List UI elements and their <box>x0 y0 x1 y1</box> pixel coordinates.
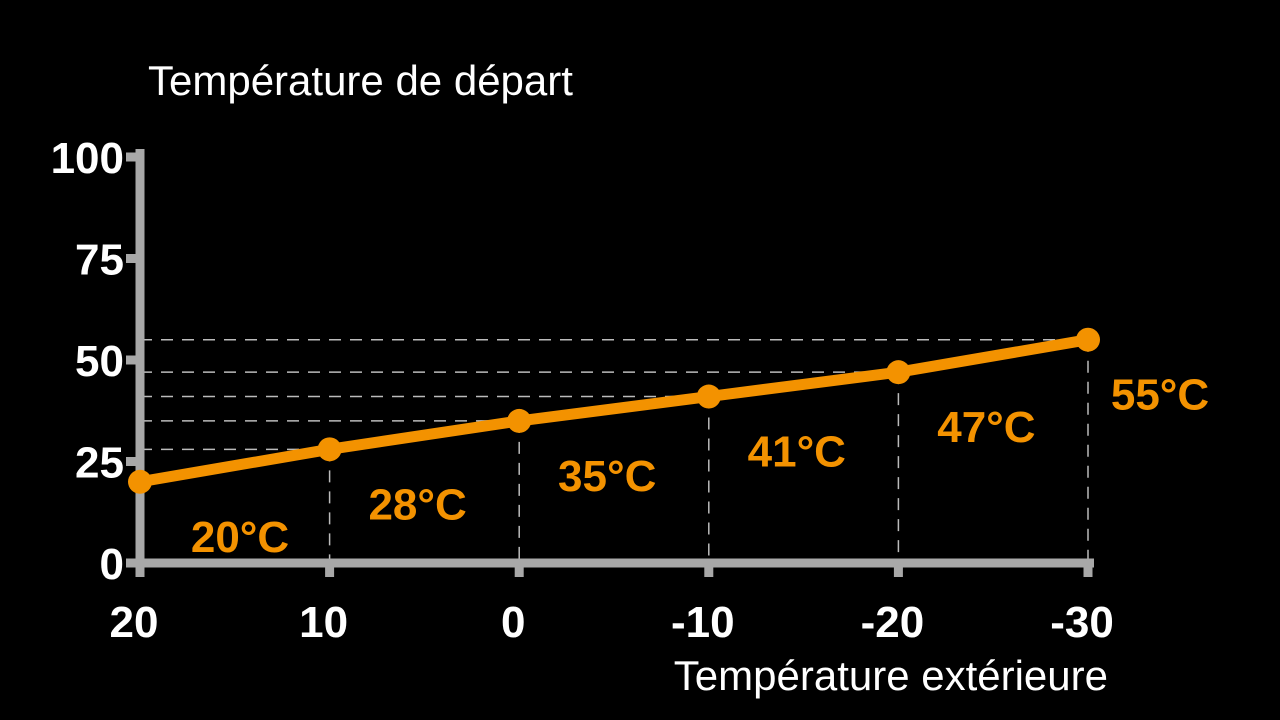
x-tick-label: 10 <box>299 598 348 647</box>
data-point <box>1076 327 1100 352</box>
x-tick-label: 20 <box>110 598 159 647</box>
x-tick-label: -30 <box>1050 598 1114 647</box>
x-tick-label: 0 <box>501 598 525 647</box>
data-point <box>507 408 532 433</box>
y-tick-label: 50 <box>75 337 124 386</box>
data-point <box>317 437 342 462</box>
data-labels: 20°C 28°C 35°C 41°C 47°C 55°C <box>191 371 1209 562</box>
data-point <box>696 384 721 409</box>
x-tick-label: -20 <box>861 598 925 647</box>
data-label: 47°C <box>937 403 1035 452</box>
data-point <box>886 360 911 385</box>
y-tick-label: 100 <box>51 134 124 183</box>
data-label: 55°C <box>1111 371 1209 420</box>
data-label: 35°C <box>558 452 656 501</box>
y-tick-label: 0 <box>100 540 124 589</box>
data-label: 28°C <box>368 480 466 529</box>
data-point <box>128 469 152 494</box>
series <box>128 327 1100 494</box>
axes <box>126 149 1094 577</box>
y-tick-label: 25 <box>75 439 124 488</box>
x-tick-label: -10 <box>671 598 735 647</box>
data-label: 41°C <box>748 428 846 477</box>
series-line <box>139 334 1089 488</box>
x-axis-title: Température extérieure <box>674 652 1108 699</box>
y-axis-title: Température de départ <box>148 57 573 104</box>
y-tick-label: 75 <box>75 236 124 285</box>
data-label: 20°C <box>191 513 289 562</box>
